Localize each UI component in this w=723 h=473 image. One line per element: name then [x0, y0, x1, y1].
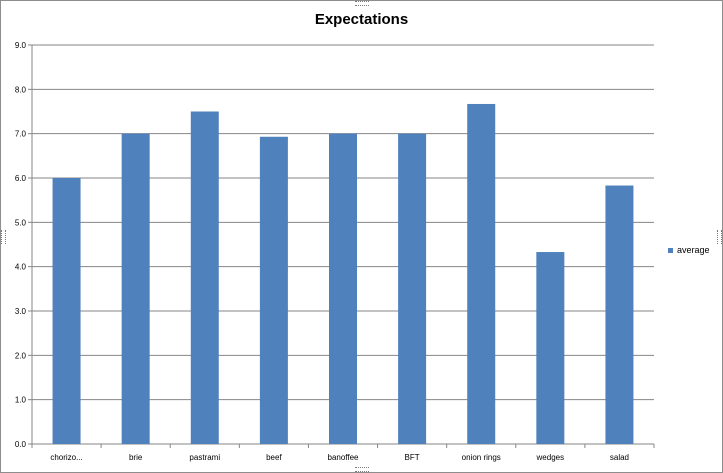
legend-label: average: [677, 245, 710, 255]
chart-title: Expectations: [314, 11, 409, 28]
bar: [605, 185, 634, 444]
x-tick-label: pastrami: [189, 453, 220, 462]
y-tick-label: 1.0: [15, 396, 27, 405]
y-tick-label: 4.0: [15, 263, 27, 272]
bar: [259, 136, 288, 444]
resize-handle-bottom[interactable]: [355, 467, 369, 472]
legend-swatch: [668, 247, 673, 253]
x-tick-label: wedges: [536, 453, 565, 462]
bar: [329, 133, 357, 444]
y-tick-label: 8.0: [15, 85, 27, 94]
y-tick-label: 5.0: [15, 218, 27, 227]
resize-handle-top[interactable]: [355, 1, 369, 6]
bar: [536, 252, 565, 444]
bar: [121, 133, 150, 444]
x-tick-label: onion rings: [462, 453, 501, 462]
y-tick-label: 3.0: [15, 307, 27, 316]
x-tick-label: banoffee: [328, 453, 360, 462]
x-tick-label: chorizo...: [50, 453, 82, 462]
y-tick-label: 0.0: [15, 440, 27, 449]
y-tick-label: 2.0: [15, 351, 27, 360]
y-tick-label: 7.0: [15, 130, 27, 139]
bar: [467, 103, 496, 445]
resize-handle-left[interactable]: [1, 230, 6, 244]
x-tick-label: brie: [129, 453, 143, 462]
legend: average: [668, 245, 710, 255]
bar: [190, 111, 219, 444]
x-tick-label: beef: [266, 453, 282, 462]
resize-handle-right[interactable]: [717, 230, 722, 244]
bar: [52, 178, 81, 444]
x-tick-label: BFT: [405, 453, 420, 462]
y-tick-label: 6.0: [15, 174, 27, 183]
bar: [398, 133, 427, 444]
x-tick-label: salad: [610, 453, 629, 462]
y-tick-label: 9.0: [15, 41, 27, 50]
